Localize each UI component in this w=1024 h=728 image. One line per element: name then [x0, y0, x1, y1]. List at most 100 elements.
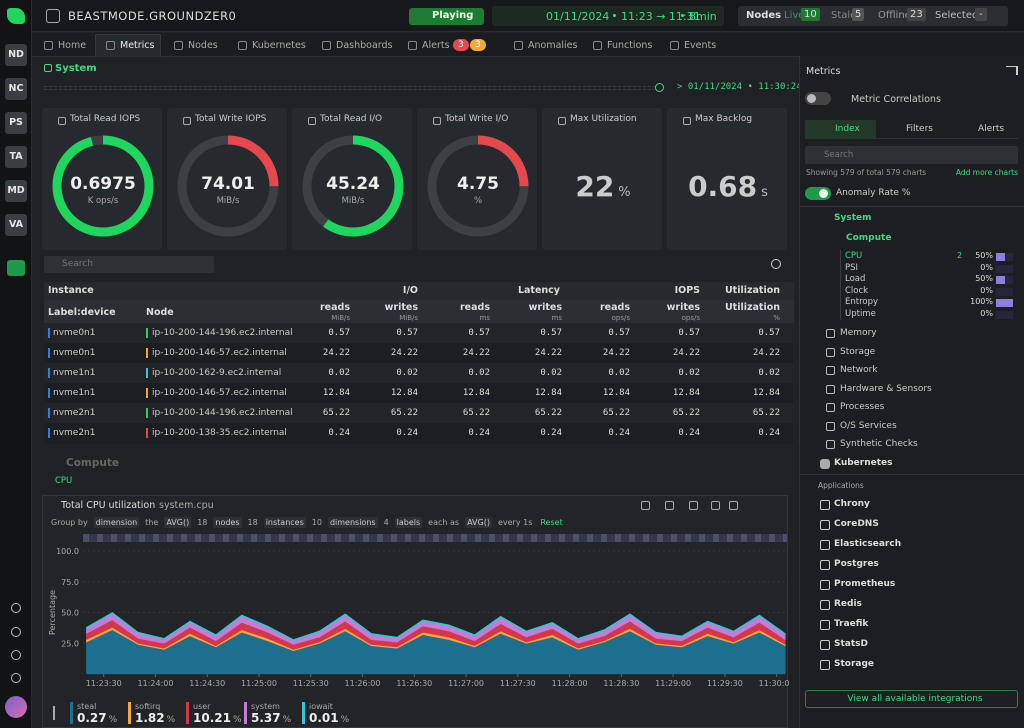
control[interactable]: AVG()	[164, 517, 192, 528]
rail-icon[interactable]	[11, 603, 21, 613]
rail-icon[interactable]	[11, 627, 21, 637]
tree-item[interactable]: PSI	[845, 262, 859, 273]
tree-group[interactable]: Kubernetes	[834, 458, 893, 468]
toolbar-icon[interactable]	[689, 501, 698, 510]
tree-item[interactable]: O/S Services	[840, 420, 897, 431]
space-button[interactable]: TA	[5, 146, 27, 168]
control[interactable]: dimension	[93, 517, 140, 528]
toolbar-icon[interactable]	[729, 501, 738, 510]
panel-tab[interactable]: Alerts	[978, 124, 1005, 134]
control[interactable]: 18	[247, 518, 258, 527]
space-button[interactable]: NC	[5, 78, 27, 100]
space-button[interactable]: MD	[5, 180, 27, 202]
panel-tab[interactable]: Index	[835, 124, 860, 134]
app-item[interactable]: Prometheus	[834, 579, 896, 589]
tree-item[interactable]: Clock	[845, 285, 869, 296]
separator-dot	[681, 14, 684, 17]
tab[interactable]: Metrics	[120, 40, 155, 51]
control[interactable]: Group by	[51, 518, 88, 527]
kpi-card: Total Write IOPS 74.01 MiB/s	[167, 108, 287, 250]
app-item[interactable]: Storage	[834, 659, 875, 669]
gauge-arc	[427, 135, 529, 237]
cell: 0.24	[328, 428, 350, 438]
control[interactable]: the	[145, 518, 159, 527]
integrations-button[interactable]	[805, 690, 1018, 708]
tab[interactable]: Alerts	[422, 40, 450, 51]
space-button[interactable]: VA	[5, 214, 27, 236]
device-marker	[48, 388, 50, 398]
add-space[interactable]	[7, 260, 25, 276]
tab[interactable]: Nodes	[188, 40, 218, 51]
tree-item[interactable]: Entropy	[845, 297, 879, 307]
space-button[interactable]: ND	[5, 44, 27, 66]
device-marker	[48, 368, 50, 378]
tab[interactable]: Dashboards	[336, 40, 393, 51]
card-title: Total Read IOPS	[70, 114, 141, 124]
app-item[interactable]: StatsD	[834, 639, 868, 649]
app-item[interactable]: Traefik	[834, 619, 869, 629]
rail-icon[interactable]	[11, 650, 21, 660]
app-item[interactable]: Elasticsearch	[834, 539, 902, 549]
avatar[interactable]	[5, 696, 27, 718]
control[interactable]: instances	[263, 517, 306, 528]
rail-icon[interactable]	[11, 673, 21, 683]
search-box[interactable]	[44, 256, 214, 273]
space-initials: PS	[9, 117, 23, 128]
control[interactable]: each as	[428, 518, 460, 527]
rate-track	[996, 253, 1013, 261]
control[interactable]: 4	[383, 518, 389, 527]
tree-item[interactable]: Hardware & Sensors	[840, 383, 932, 394]
collapse-icon[interactable]	[1006, 66, 1018, 75]
active-tab	[95, 34, 161, 57]
app-item[interactable]: Chrony	[834, 499, 870, 509]
tree-item[interactable]: Memory	[840, 328, 877, 338]
add-charts[interactable]: Add more charts	[955, 168, 1018, 177]
gauge-arc	[177, 135, 279, 237]
panel-tab[interactable]: Filters	[906, 124, 933, 134]
tab-icon	[238, 41, 247, 50]
column-header: reads	[600, 302, 630, 313]
y-tick-label: 25.0	[61, 639, 79, 648]
play-label: Playing	[432, 10, 474, 21]
tab[interactable]: Home	[58, 40, 87, 51]
toggle-knob	[819, 189, 828, 198]
control[interactable]: nodes	[213, 517, 242, 528]
tree-item[interactable]: Synthetic Checks	[840, 439, 918, 449]
tree-group[interactable]: System	[834, 213, 872, 223]
control[interactable]: dimensions	[327, 517, 378, 528]
date-range[interactable]	[492, 6, 724, 26]
tree-item[interactable]: Network	[840, 365, 878, 375]
app-item[interactable]: Redis	[834, 599, 862, 609]
tree-subgroup[interactable]: Compute	[846, 233, 892, 243]
control[interactable]: every 1s	[497, 518, 533, 527]
tree-item[interactable]: Uptime	[845, 308, 876, 319]
play-button[interactable]	[409, 8, 484, 25]
panel-search[interactable]	[805, 146, 1018, 164]
tab[interactable]: Functions	[607, 40, 653, 51]
toolbar-icon[interactable]	[641, 501, 650, 510]
app-item[interactable]: CoreDNS	[834, 519, 879, 529]
tab[interactable]: Events	[684, 40, 717, 51]
control[interactable]: AVG()	[465, 517, 492, 528]
control[interactable]: 10	[311, 518, 322, 527]
settings-icon[interactable]	[771, 259, 781, 269]
toolbar-icon[interactable]	[711, 501, 720, 510]
device: nvme0n1	[53, 348, 96, 358]
toggle-label: Metric Correlations	[851, 94, 941, 105]
app-item[interactable]: Postgres	[834, 559, 879, 569]
space-button[interactable]: PS	[5, 112, 27, 134]
tab[interactable]: Kubernetes	[252, 40, 306, 51]
tree-item[interactable]: CPU	[845, 251, 863, 261]
tree-item[interactable]: Storage	[840, 346, 876, 357]
control[interactable]: 18	[197, 518, 208, 527]
space-icon	[46, 9, 60, 23]
legend-swatch	[70, 702, 73, 724]
control[interactable]: Reset	[540, 518, 563, 527]
tab[interactable]: Anomalies	[528, 40, 578, 51]
toolbar-icon[interactable]	[665, 501, 674, 510]
control[interactable]: labels	[394, 517, 423, 528]
tree-item[interactable]: Processes	[840, 402, 885, 412]
cell: 24.22	[390, 348, 418, 358]
column-unit: MiB/s	[399, 314, 418, 322]
tree-item[interactable]: Load	[845, 274, 866, 284]
